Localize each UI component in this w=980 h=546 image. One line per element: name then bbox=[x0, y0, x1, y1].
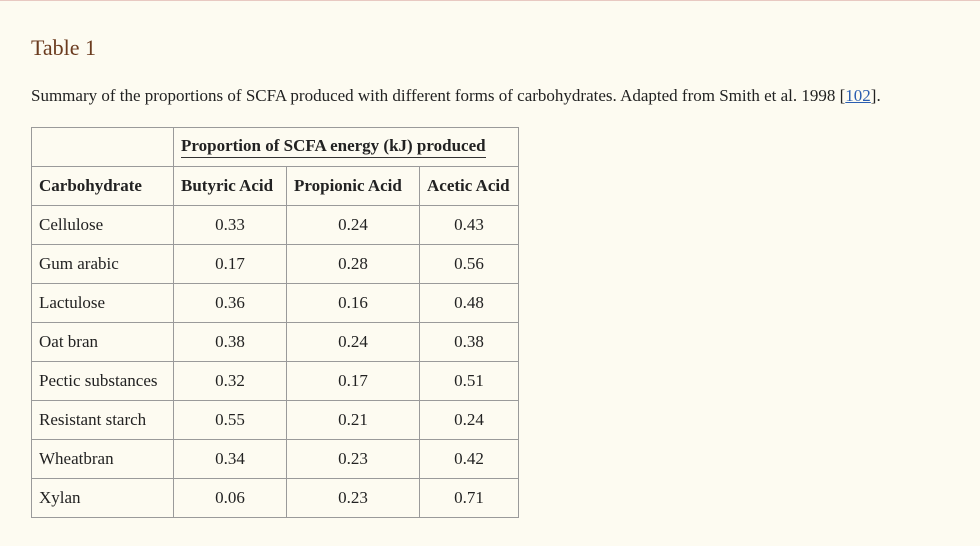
carbohydrate-cell: Resistant starch bbox=[31, 400, 174, 440]
butyric-cell: 0.32 bbox=[173, 361, 287, 401]
table-title: Table 1 bbox=[31, 35, 97, 60]
table-row: Lactulose 0.36 0.16 0.48 bbox=[31, 283, 519, 323]
butyric-cell: 0.17 bbox=[173, 244, 287, 284]
propionic-cell: 0.24 bbox=[286, 205, 420, 245]
carbohydrate-cell: Oat bran bbox=[31, 322, 174, 362]
group-header-label: Proportion of SCFA energy (kJ) produced bbox=[181, 136, 486, 158]
acetic-cell: 0.24 bbox=[419, 400, 519, 440]
table-row: Oat bran 0.38 0.24 0.38 bbox=[31, 322, 519, 362]
column-header-carbohydrate: Carbohydrate bbox=[31, 166, 174, 206]
butyric-cell: 0.06 bbox=[173, 478, 287, 518]
butyric-cell: 0.34 bbox=[173, 439, 287, 479]
group-header-cell: Proportion of SCFA energy (kJ) produced bbox=[173, 127, 519, 167]
butyric-cell: 0.36 bbox=[173, 283, 287, 323]
acetic-cell: 0.51 bbox=[419, 361, 519, 401]
table-row: Cellulose 0.33 0.24 0.43 bbox=[31, 205, 519, 245]
column-header-row: Carbohydrate Butyric Acid Propionic Acid… bbox=[31, 166, 519, 206]
carbohydrate-cell: Wheatbran bbox=[31, 439, 174, 479]
propionic-cell: 0.17 bbox=[286, 361, 420, 401]
table-row: Xylan 0.06 0.23 0.71 bbox=[31, 478, 519, 518]
reference-link[interactable]: 102 bbox=[845, 86, 871, 105]
butyric-cell: 0.38 bbox=[173, 322, 287, 362]
column-header-acetic: Acetic Acid bbox=[419, 166, 519, 206]
acetic-cell: 0.56 bbox=[419, 244, 519, 284]
propionic-cell: 0.23 bbox=[286, 439, 420, 479]
table-row: Resistant starch 0.55 0.21 0.24 bbox=[31, 400, 519, 440]
butyric-cell: 0.33 bbox=[173, 205, 287, 245]
propionic-cell: 0.23 bbox=[286, 478, 420, 518]
group-header-row: Proportion of SCFA energy (kJ) produced bbox=[31, 127, 519, 167]
table-caption: Summary of the proportions of SCFA produ… bbox=[31, 84, 881, 108]
table-row: Gum arabic 0.17 0.28 0.56 bbox=[31, 244, 519, 284]
carbohydrate-cell: Lactulose bbox=[31, 283, 174, 323]
table-row: Pectic substances 0.32 0.17 0.51 bbox=[31, 361, 519, 401]
caption-text: Summary of the proportions of SCFA produ… bbox=[31, 86, 846, 105]
acetic-cell: 0.43 bbox=[419, 205, 519, 245]
empty-header-cell bbox=[31, 127, 174, 167]
butyric-cell: 0.55 bbox=[173, 400, 287, 440]
scfa-table: Proportion of SCFA energy (kJ) produced … bbox=[31, 127, 519, 518]
propionic-cell: 0.24 bbox=[286, 322, 420, 362]
carbohydrate-cell: Xylan bbox=[31, 478, 174, 518]
carbohydrate-cell: Gum arabic bbox=[31, 244, 174, 284]
acetic-cell: 0.42 bbox=[419, 439, 519, 479]
table-row: Wheatbran 0.34 0.23 0.42 bbox=[31, 439, 519, 479]
carbohydrate-cell: Pectic substances bbox=[31, 361, 174, 401]
column-header-butyric: Butyric Acid bbox=[173, 166, 287, 206]
acetic-cell: 0.48 bbox=[419, 283, 519, 323]
propionic-cell: 0.21 bbox=[286, 400, 420, 440]
carbohydrate-cell: Cellulose bbox=[31, 205, 174, 245]
acetic-cell: 0.71 bbox=[419, 478, 519, 518]
propionic-cell: 0.28 bbox=[286, 244, 420, 284]
acetic-cell: 0.38 bbox=[419, 322, 519, 362]
propionic-cell: 0.16 bbox=[286, 283, 420, 323]
top-rule bbox=[0, 0, 980, 1]
column-header-propionic: Propionic Acid bbox=[286, 166, 420, 206]
caption-suffix: ]. bbox=[870, 86, 881, 105]
